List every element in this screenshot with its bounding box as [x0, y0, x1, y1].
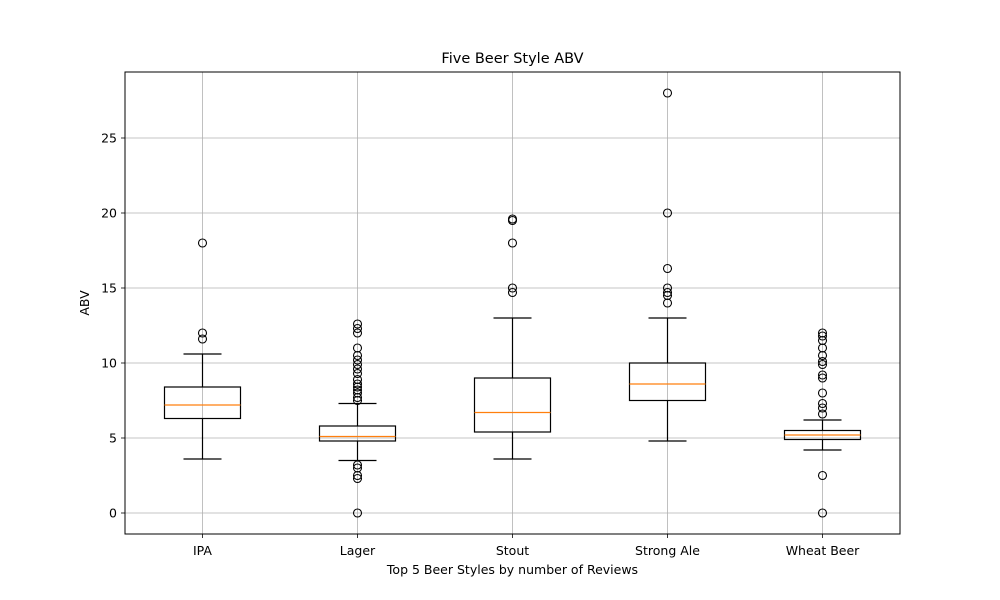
- x-tick-label: Lager: [340, 543, 376, 558]
- outlier-point: [352, 343, 363, 353]
- iqr-box: [163, 386, 242, 420]
- x-axis-label: Top 5 Beer Styles by number of Reviews: [386, 562, 638, 577]
- outlier-point: [817, 331, 828, 341]
- outlier-point: [352, 328, 363, 338]
- outlier-point: [197, 328, 208, 338]
- x-tick-label: IPA: [193, 543, 212, 558]
- y-tick-label: 15: [101, 281, 117, 296]
- outlier-point: [352, 473, 363, 484]
- y-tick-label: 5: [109, 431, 117, 446]
- outlier-point: [817, 403, 828, 413]
- x-tick-label: Wheat Beer: [786, 543, 860, 558]
- boxes-layer: [163, 88, 862, 518]
- outlier-point: [662, 287, 673, 298]
- box-group: [783, 328, 862, 518]
- x-tick-label: Stout: [496, 543, 529, 558]
- outlier-point: [817, 470, 828, 481]
- outlier-point: [662, 263, 673, 274]
- box-group: [628, 88, 707, 442]
- outlier-point: [817, 508, 828, 518]
- outlier-point: [352, 374, 363, 385]
- outlier-point: [507, 214, 518, 224]
- outlier-point: [352, 388, 363, 398]
- outlier-point: [817, 388, 828, 398]
- outlier-point: [662, 88, 673, 98]
- y-tick-label: 0: [109, 506, 117, 521]
- outlier-point: [662, 208, 673, 218]
- grid-layer: [125, 72, 900, 534]
- outlier-point: [352, 355, 363, 365]
- outlier-point: [352, 364, 363, 374]
- y-tick-label: 10: [101, 356, 117, 371]
- outlier-point: [197, 238, 208, 248]
- outlier-point: [507, 283, 518, 293]
- outlier-point: [817, 370, 828, 380]
- box-group: [163, 238, 242, 460]
- x-tick-label: Strong Ale: [635, 543, 700, 558]
- outlier-point: [352, 385, 363, 395]
- outlier-point: [352, 460, 363, 470]
- y-axis-label: ABV: [77, 290, 92, 316]
- outlier-point: [817, 328, 828, 338]
- outlier-point: [817, 398, 828, 409]
- outlier-point: [817, 359, 828, 370]
- chart-title: Five Beer Style ABV: [441, 51, 583, 67]
- outlier-point: [507, 287, 518, 298]
- y-tick-label: 20: [101, 206, 117, 221]
- outlier-point: [352, 463, 363, 473]
- ticks-layer: 0 5 10 15 20 25 IPA Lager Stout Strong Ale Wheat B…: [101, 131, 860, 559]
- outlier-point: [352, 379, 363, 389]
- outlier-point: [817, 356, 828, 367]
- outlier-point: [817, 373, 828, 383]
- box-group: [473, 214, 552, 460]
- outlier-point: [352, 508, 363, 518]
- outlier-point: [352, 323, 363, 334]
- outlier-point: [507, 238, 518, 248]
- outlier-point: [352, 319, 363, 329]
- iqr-box: [318, 425, 397, 442]
- y-tick-label: 25: [101, 131, 117, 146]
- box-group: [318, 319, 397, 518]
- outlier-point: [197, 334, 208, 344]
- outlier-point: [352, 368, 363, 379]
- iqr-box: [628, 362, 707, 402]
- iqr-box: [473, 377, 552, 433]
- outlier-point: [352, 359, 363, 370]
- outlier-point: [817, 409, 828, 419]
- outlier-point: [662, 283, 673, 293]
